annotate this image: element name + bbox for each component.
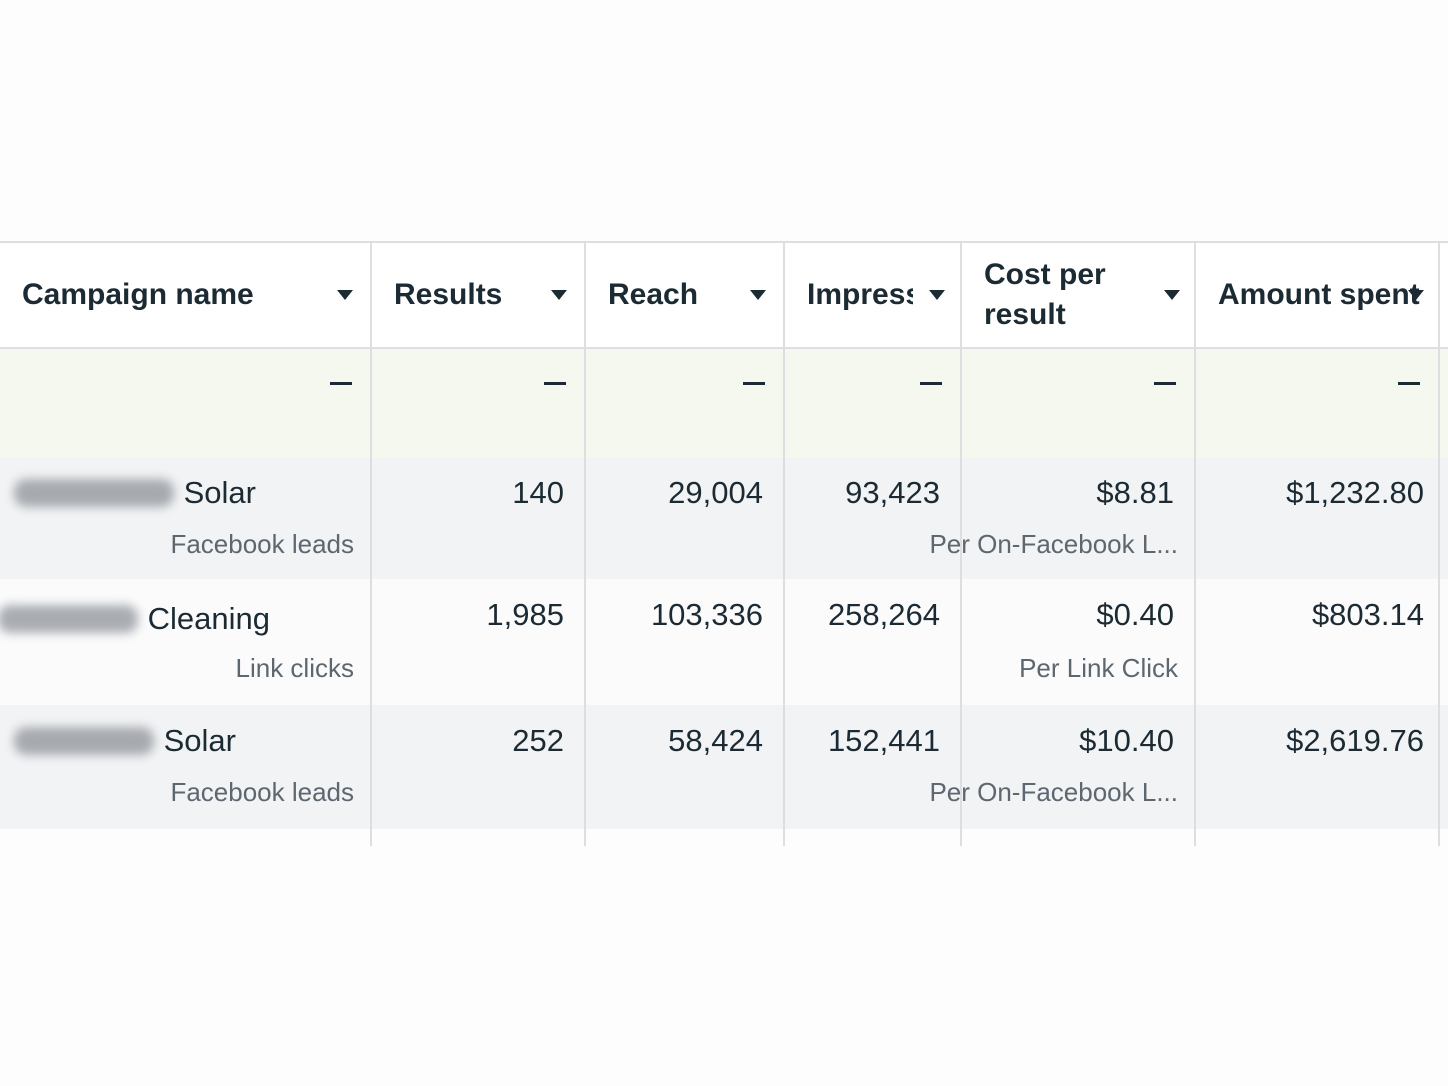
column-divider[interactable]: [1438, 241, 1440, 846]
column-header-results[interactable]: Results: [372, 243, 584, 347]
column-divider[interactable]: [960, 241, 962, 846]
campaign-name-text: Solar: [183, 475, 256, 510]
campaign-objective: Facebook leads: [170, 777, 354, 807]
empty-value-dash: [743, 382, 765, 385]
amount-spent-value: $2,619.76: [1286, 723, 1424, 758]
summary-cell: [962, 349, 1194, 457]
cost-per-result-value: $0.40: [1096, 597, 1174, 632]
results-cell: 1,985: [372, 579, 584, 705]
column-header-amount-spent[interactable]: Amount spent: [1196, 243, 1438, 347]
table-row[interactable]: Solar Facebook leads 140 29,004 93,423 $…: [0, 457, 1448, 579]
empty-value-dash: [1154, 382, 1176, 385]
summary-cell: [0, 349, 370, 457]
impressions-value: 152,441: [827, 723, 940, 758]
summary-row: [0, 349, 1448, 457]
column-header-label: Reach: [608, 278, 699, 311]
amount-spent-value: $1,232.80: [1286, 475, 1424, 510]
sort-dropdown-icon[interactable]: [929, 290, 945, 300]
cost-per-result-cell: $10.40 Per On-Facebook L...: [929, 705, 1194, 829]
impressions-value: 258,264: [827, 597, 940, 632]
column-header-impressions[interactable]: Impressi: [785, 243, 960, 347]
campaign-name-text: Cleaning: [147, 601, 270, 636]
reach-cell: 58,424: [586, 705, 783, 829]
column-header-label: Campaign name: [22, 278, 254, 311]
impressions-value: 93,423: [845, 475, 940, 510]
impressions-cell: 258,264: [785, 579, 960, 705]
summary-cell: [1196, 349, 1438, 457]
results-value: 1,985: [486, 597, 564, 632]
campaign-name[interactable]: Solar: [13, 475, 256, 511]
campaign-name-cell[interactable]: Solar Facebook leads: [0, 457, 370, 579]
column-header-campaign-name[interactable]: Campaign name: [0, 243, 370, 347]
campaign-table: Campaign name Results Reach Impressi Cos…: [0, 241, 1448, 846]
sort-dropdown-icon[interactable]: [1408, 290, 1424, 300]
campaign-objective: Link clicks: [235, 653, 354, 683]
amount-spent-cell: $2,619.76: [1196, 705, 1438, 829]
sort-dropdown-icon[interactable]: [1164, 290, 1180, 300]
cost-per-result-type: Per Link Click: [1019, 653, 1178, 683]
cost-per-result-type: Per On-Facebook L...: [929, 777, 1178, 807]
column-header-label: Results: [394, 278, 503, 311]
column-divider[interactable]: [783, 241, 785, 846]
sort-dropdown-icon[interactable]: [551, 290, 567, 300]
column-divider[interactable]: [584, 241, 586, 846]
column-divider[interactable]: [370, 241, 372, 846]
cost-per-result-cell: $8.81 Per On-Facebook L...: [929, 457, 1194, 579]
impressions-cell: 152,441: [785, 705, 960, 829]
cost-per-result-value: $8.81: [1096, 475, 1174, 510]
results-cell: 140: [372, 457, 584, 579]
results-value: 252: [512, 723, 564, 758]
amount-spent-cell: $1,232.80: [1196, 457, 1438, 579]
reach-cell: 29,004: [586, 457, 783, 579]
redacted-text: [13, 479, 174, 507]
summary-cell: [372, 349, 584, 457]
sort-dropdown-icon[interactable]: [750, 290, 766, 300]
reach-value: 58,424: [668, 723, 763, 758]
empty-value-dash: [920, 382, 942, 385]
campaign-name-text: Solar: [163, 723, 236, 758]
amount-spent-value: $803.14: [1311, 597, 1424, 632]
campaign-name[interactable]: Solar: [13, 723, 236, 759]
results-value: 140: [512, 475, 564, 510]
campaign-name-cell[interactable]: Cleaning Link clicks: [0, 579, 370, 705]
table-row[interactable]: Cleaning Link clicks 1,985 103,336 258,2…: [0, 579, 1448, 705]
reach-value: 29,004: [668, 475, 763, 510]
redacted-text: [0, 605, 138, 633]
column-header-label: Impressi: [807, 278, 913, 311]
campaign-name-cell[interactable]: Solar Facebook leads: [0, 705, 370, 829]
cost-per-result-value: $10.40: [1079, 723, 1174, 758]
cost-per-result-cell: $0.40 Per Link Click: [962, 579, 1194, 705]
redacted-text: [13, 727, 154, 755]
table-header-row: Campaign name Results Reach Impressi Cos…: [0, 241, 1448, 349]
campaign-objective: Facebook leads: [170, 529, 354, 559]
summary-cell: [785, 349, 960, 457]
amount-spent-cell: $803.14: [1196, 579, 1438, 705]
reach-cell: 103,336: [586, 579, 783, 705]
column-divider[interactable]: [1194, 241, 1196, 846]
summary-cell: [586, 349, 783, 457]
column-header-cost-per-result[interactable]: Cost per result: [962, 243, 1194, 347]
table-row[interactable]: Solar Facebook leads 252 58,424 152,441 …: [0, 705, 1448, 829]
empty-value-dash: [1398, 382, 1420, 385]
cost-per-result-type: Per On-Facebook L...: [929, 529, 1178, 559]
sort-dropdown-icon[interactable]: [337, 290, 353, 300]
column-header-label: Amount spent: [1218, 278, 1420, 311]
impressions-cell: 93,423: [785, 457, 960, 579]
empty-value-dash: [330, 382, 352, 385]
reach-value: 103,336: [650, 597, 763, 632]
column-header-reach[interactable]: Reach: [586, 243, 783, 347]
results-cell: 252: [372, 705, 584, 829]
column-header-label: Cost per result: [984, 258, 1106, 331]
campaign-name[interactable]: Cleaning: [0, 601, 270, 637]
empty-value-dash: [544, 382, 566, 385]
